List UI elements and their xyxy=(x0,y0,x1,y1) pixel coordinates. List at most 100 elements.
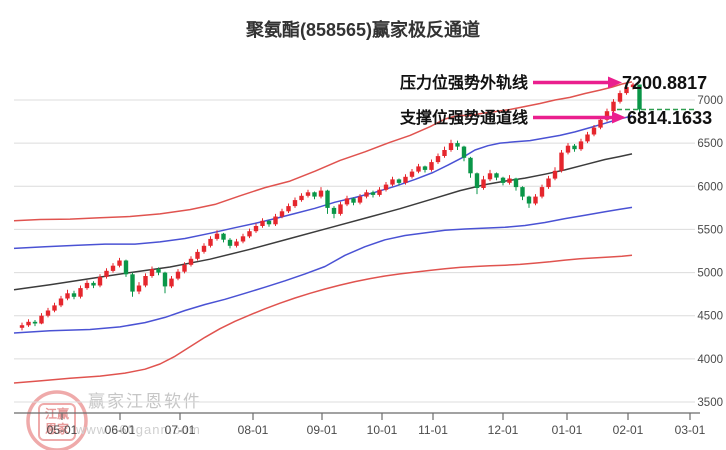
candle xyxy=(351,198,356,203)
series-layer xyxy=(13,81,696,384)
candle xyxy=(578,141,584,150)
candle xyxy=(279,211,285,217)
candle xyxy=(559,152,564,171)
candle xyxy=(624,87,629,94)
candle xyxy=(494,173,499,178)
axis-layer: 7000 6500 6000 5500 5000 4500 4000 3500 05-01 06-… xyxy=(14,95,723,437)
candle xyxy=(442,150,447,156)
candle xyxy=(19,325,25,328)
resistance-arrow-icon xyxy=(608,76,622,89)
y-axis-label: 3500 xyxy=(697,397,723,409)
resistance-value: 7200.8817 xyxy=(622,73,707,93)
x-tick-label: 12-01 xyxy=(488,423,519,437)
support-annotation: 支撑位强势通道线 6814.1633 xyxy=(399,108,712,128)
candle xyxy=(266,220,272,225)
candle xyxy=(32,321,38,324)
y-axis-label: 5500 xyxy=(697,224,723,236)
y-axis-label: 4000 xyxy=(697,354,723,366)
candle xyxy=(156,269,161,273)
upper-channel-blue xyxy=(13,115,633,250)
seal-bottom-text: 恩家 xyxy=(45,421,70,436)
candle xyxy=(448,143,454,150)
x-tick-label: 11-01 xyxy=(418,423,448,437)
candle xyxy=(130,274,135,292)
candle xyxy=(260,220,265,226)
support-label: 支撑位强势通道线 xyxy=(399,108,528,127)
candle xyxy=(208,238,213,246)
candle xyxy=(71,293,77,297)
resistance-annotation: 压力位强势外轨线 7200.8817 xyxy=(400,73,707,93)
candle xyxy=(201,245,207,252)
candle xyxy=(546,178,551,188)
x-tick-label: 08-01 xyxy=(238,423,269,437)
candle xyxy=(630,84,636,88)
candle xyxy=(396,179,402,183)
watermark-url: www.360gann.com xyxy=(75,422,201,437)
candle xyxy=(377,189,382,195)
candle xyxy=(65,293,70,299)
candle xyxy=(292,200,298,207)
candle xyxy=(110,265,116,271)
candle xyxy=(364,192,369,197)
candle xyxy=(500,177,506,183)
candle xyxy=(585,134,590,142)
support-value: 6814.1633 xyxy=(627,108,712,128)
candle xyxy=(604,111,610,120)
candle xyxy=(221,233,226,240)
candle xyxy=(617,93,623,102)
candle xyxy=(344,198,350,205)
candle xyxy=(143,276,148,286)
candle xyxy=(461,146,467,158)
candle xyxy=(487,173,493,180)
resistance-label: 压力位强势外轨线 xyxy=(400,73,528,92)
candle xyxy=(182,264,187,272)
candle xyxy=(312,192,317,197)
support-arrow-icon xyxy=(612,111,626,124)
candle xyxy=(104,270,109,277)
y-axis-label: 6000 xyxy=(697,181,723,193)
candle xyxy=(136,285,142,292)
candle xyxy=(520,187,525,197)
x-tick-label: 09-01 xyxy=(307,423,338,437)
candle xyxy=(403,176,408,183)
candle xyxy=(598,119,603,128)
candle xyxy=(455,143,460,147)
candle xyxy=(357,196,363,203)
candle xyxy=(227,239,233,246)
candle xyxy=(78,288,83,297)
candle xyxy=(422,166,428,170)
candle xyxy=(188,258,194,265)
candle xyxy=(299,195,304,201)
candle xyxy=(117,260,122,266)
candle xyxy=(91,282,96,286)
candle xyxy=(175,271,181,279)
candle xyxy=(162,272,168,287)
candle xyxy=(195,251,200,259)
candle xyxy=(247,231,252,237)
candle xyxy=(39,315,44,324)
candle xyxy=(58,298,64,306)
candle xyxy=(52,305,57,311)
candle xyxy=(331,207,337,214)
candle xyxy=(416,166,421,172)
watermark: 江赢 恩家 赢家江恩软件 www.360gann.com xyxy=(26,390,201,450)
candle xyxy=(253,226,259,232)
candle xyxy=(539,187,545,197)
lower-channel-blue xyxy=(13,206,633,334)
candle xyxy=(572,145,577,150)
candle xyxy=(318,190,324,197)
y-axis-label: 7000 xyxy=(697,95,723,107)
x-tick-label: 05-01 xyxy=(47,423,78,437)
chart-title: 聚氨酯(858565)赢家极反通道 xyxy=(245,19,480,40)
x-tick-label: 07-01 xyxy=(165,423,196,437)
candle xyxy=(435,156,441,163)
candle xyxy=(325,190,330,208)
candle xyxy=(234,241,239,246)
candle xyxy=(97,276,103,286)
candle xyxy=(338,204,343,214)
candle xyxy=(84,282,90,289)
candle xyxy=(591,127,597,135)
candle xyxy=(149,269,155,276)
upper-outer-rail-red xyxy=(13,81,633,222)
